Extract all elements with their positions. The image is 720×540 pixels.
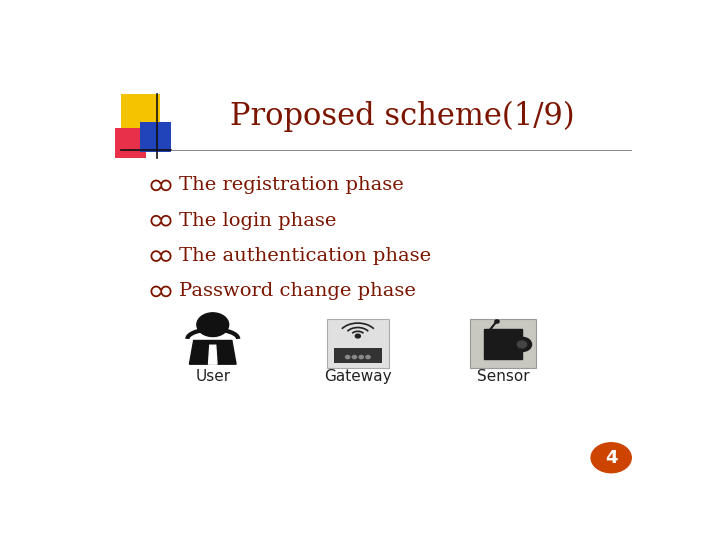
Circle shape [197,313,229,336]
Circle shape [359,355,364,359]
Bar [140,122,171,152]
Circle shape [346,355,350,359]
Circle shape [355,334,361,338]
Polygon shape [484,329,522,360]
FancyBboxPatch shape [470,319,536,368]
Text: The authentication phase: The authentication phase [179,247,431,265]
Bar [115,129,145,158]
Circle shape [591,443,631,472]
Text: The registration phase: The registration phase [179,177,404,194]
Text: Password change phase: Password change phase [179,282,416,300]
Circle shape [366,355,370,359]
FancyBboxPatch shape [86,62,652,483]
Circle shape [518,341,526,348]
Text: Sensor: Sensor [477,369,529,384]
Bar [121,94,160,133]
Text: Proposed scheme(1/9): Proposed scheme(1/9) [230,101,575,132]
FancyBboxPatch shape [334,348,382,363]
Polygon shape [209,345,217,364]
FancyBboxPatch shape [327,319,389,368]
Polygon shape [189,341,236,364]
Text: The login phase: The login phase [179,212,337,230]
Text: Gateway: Gateway [324,369,392,384]
Text: 4: 4 [605,449,618,467]
Text: User: User [195,369,230,384]
Circle shape [352,355,356,359]
Circle shape [513,338,531,352]
Circle shape [495,320,499,323]
